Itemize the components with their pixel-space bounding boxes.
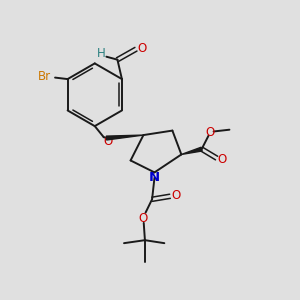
Polygon shape bbox=[182, 147, 202, 155]
Text: O: O bbox=[103, 135, 112, 148]
Polygon shape bbox=[106, 135, 143, 140]
Text: O: O bbox=[171, 189, 180, 202]
Text: O: O bbox=[218, 153, 227, 166]
Text: N: N bbox=[149, 171, 160, 184]
Text: O: O bbox=[139, 212, 148, 225]
Text: H: H bbox=[97, 46, 105, 60]
Text: O: O bbox=[137, 41, 146, 55]
Text: Br: Br bbox=[38, 70, 51, 83]
Text: O: O bbox=[206, 126, 215, 139]
